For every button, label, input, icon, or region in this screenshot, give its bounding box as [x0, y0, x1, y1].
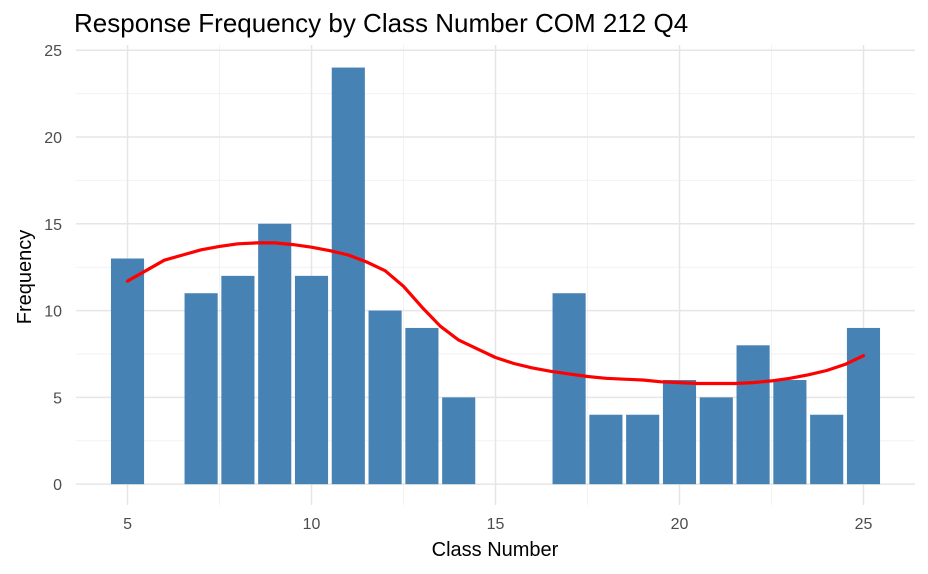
- bar: [626, 414, 660, 485]
- smooth-line-layer: [125, 241, 866, 386]
- smooth-line: [125, 241, 866, 386]
- bar: [258, 223, 292, 485]
- x-tick-label: 5: [123, 516, 132, 533]
- x-tick-label: 15: [487, 516, 505, 533]
- bar: [294, 275, 329, 485]
- bar: [662, 380, 697, 485]
- bars: [110, 67, 881, 485]
- y-axis-title: Frequency: [14, 230, 36, 325]
- bar: [184, 293, 218, 485]
- bar: [589, 414, 623, 485]
- y-tick-label: 0: [53, 477, 62, 494]
- x-tick-label: 10: [303, 516, 321, 533]
- bar: [405, 327, 439, 485]
- bar: [331, 67, 365, 485]
- y-tick-label: 20: [44, 130, 62, 147]
- bar: [810, 414, 844, 485]
- y-tick-label: 5: [53, 390, 62, 407]
- bar: [699, 397, 733, 485]
- bar: [773, 380, 807, 485]
- bar: [736, 345, 770, 485]
- y-tick-label: 15: [44, 217, 62, 234]
- chart-title: Response Frequency by Class Number COM 2…: [74, 8, 689, 38]
- x-tick-label: 20: [671, 516, 689, 533]
- x-tick-label: 25: [855, 516, 873, 533]
- bar: [442, 397, 476, 485]
- bar: [846, 327, 881, 485]
- bar: [552, 293, 586, 485]
- x-axis-title: Class Number: [432, 539, 559, 561]
- bar: [110, 258, 145, 485]
- tick-labels: 5 10 15 20 25 0 5 10 15 20 25: [44, 43, 872, 533]
- y-tick-label: 10: [44, 304, 62, 321]
- y-tick-label: 25: [44, 43, 62, 60]
- bar: [368, 310, 402, 485]
- bar: [221, 275, 255, 485]
